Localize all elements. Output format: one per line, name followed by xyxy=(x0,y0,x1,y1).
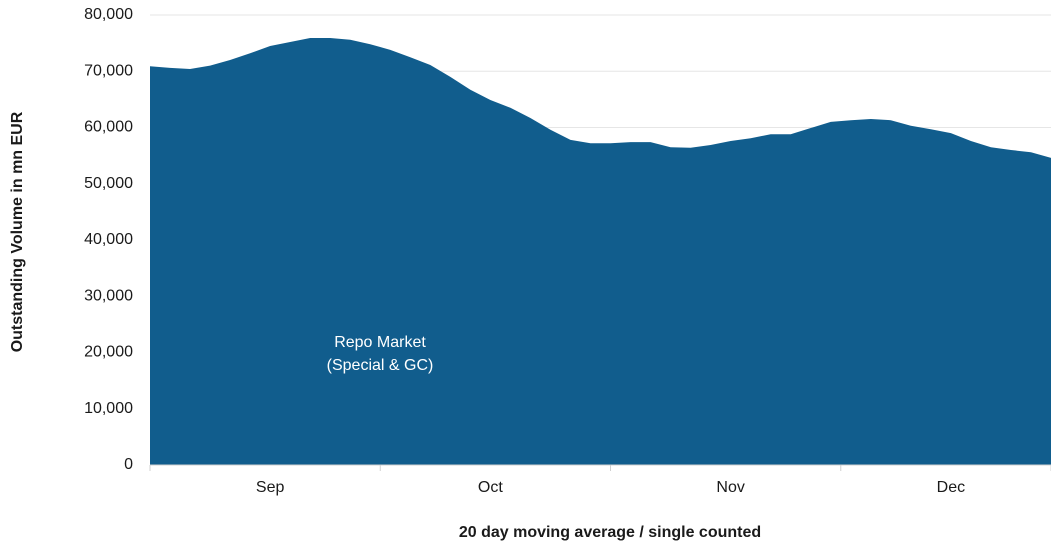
x-axis-title: 20 day moving average / single counted xyxy=(459,524,761,541)
annotation: (Special & GC) xyxy=(327,357,434,374)
x-tick-label: Oct xyxy=(478,479,503,496)
y-tick-label: 0 xyxy=(124,456,133,473)
y-tick-label: 70,000 xyxy=(84,62,133,79)
y-tick-label: 30,000 xyxy=(84,287,133,304)
x-tick-label: Nov xyxy=(716,479,744,496)
annotation: Repo Market xyxy=(334,334,426,351)
y-tick-label: 60,000 xyxy=(84,119,133,136)
y-tick-label: 10,000 xyxy=(84,400,133,417)
y-tick-label: 80,000 xyxy=(84,6,133,23)
area xyxy=(150,38,1051,466)
x-tick-label: Sep xyxy=(256,479,285,496)
y-axis-title: Outstanding Volume in mn EUR xyxy=(9,111,26,352)
y-tick-label: 50,000 xyxy=(84,175,133,192)
y-tick-label: 20,000 xyxy=(84,344,133,361)
x-tick-label: Dec xyxy=(937,479,965,496)
y-tick-label: 40,000 xyxy=(84,231,133,248)
